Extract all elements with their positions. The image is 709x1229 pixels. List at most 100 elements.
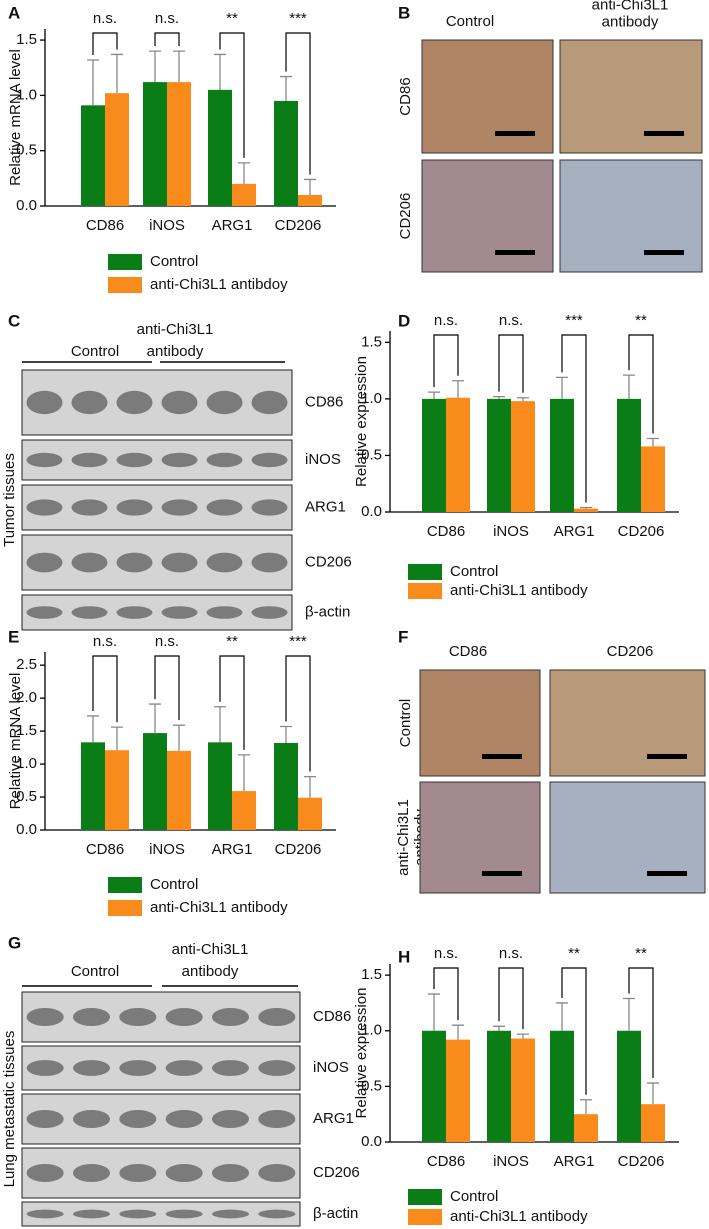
x-tick-label: CD86 (427, 523, 465, 540)
bar (641, 446, 665, 512)
significance-label: ** (226, 10, 238, 27)
legend-label: anti-Chi3L1 antibody (450, 582, 588, 599)
bar (208, 742, 232, 830)
blot-band (119, 1060, 157, 1076)
error-bar (556, 1002, 568, 1031)
y-axis-label: Relative expression (353, 356, 370, 487)
significance-bracket (154, 32, 180, 47)
legend-label: Control (150, 876, 198, 893)
blot-band (26, 552, 63, 573)
blot-band (72, 1008, 111, 1026)
y-tick-label: 0.5 (16, 142, 37, 159)
error-bar (623, 374, 635, 399)
blot-band (26, 499, 63, 516)
column-label: CD206 (607, 643, 654, 660)
x-tick-label: CD86 (427, 1153, 465, 1170)
error-bar (304, 178, 316, 195)
row-label: CD206 (313, 1164, 360, 1181)
legend-label: Control (150, 253, 198, 270)
significance-bracket (92, 655, 118, 723)
significance-label: n.s. (499, 945, 523, 962)
bar (446, 397, 470, 512)
blot-band (26, 1110, 64, 1128)
bar (487, 1030, 511, 1142)
blot-band (116, 390, 153, 415)
y-tick-label: 1.0 (16, 755, 37, 772)
blot-band (26, 452, 63, 468)
blot-band (116, 499, 153, 516)
error-bar (623, 997, 635, 1031)
significance-bracket (154, 655, 180, 721)
error-bar (238, 754, 250, 792)
legend-swatch (408, 1189, 442, 1205)
blot-band (71, 390, 108, 415)
bar (298, 194, 322, 206)
y-tick-label: 0.0 (16, 197, 37, 214)
blot-band (161, 606, 198, 619)
significance-label: n.s. (93, 633, 117, 650)
blot-band (72, 1209, 111, 1219)
significance-bracket (498, 334, 524, 393)
blot-band (71, 499, 108, 516)
blot-band (165, 1110, 203, 1128)
micrograph (419, 669, 541, 777)
micrograph (559, 159, 703, 273)
blot-strip (21, 1093, 301, 1145)
column-label: Control (446, 13, 494, 30)
x-tick-label: ARG1 (212, 217, 253, 234)
column-label: CD86 (449, 643, 487, 660)
column-label: antibody (602, 13, 659, 30)
side-label: Tumor tissues (1, 453, 18, 547)
x-tick-label: ARG1 (554, 1153, 595, 1170)
legend-label: Control (450, 563, 498, 580)
significance-label: ** (568, 945, 580, 962)
blot-band (161, 499, 198, 516)
significance-label: *** (289, 10, 307, 27)
bar (232, 791, 256, 830)
error-bar (428, 391, 440, 399)
blot-band (165, 1060, 203, 1076)
blot-band (211, 1209, 250, 1219)
error-bar (493, 395, 505, 399)
scale-bar (495, 250, 535, 255)
bar (511, 401, 535, 512)
blot-band (165, 1209, 203, 1219)
significance-bracket (92, 32, 118, 55)
bar (511, 1038, 535, 1142)
significance-bracket (219, 655, 245, 750)
micrograph (421, 159, 554, 273)
bar (105, 750, 129, 830)
error-bar (280, 75, 292, 101)
x-tick-label: CD206 (275, 217, 322, 234)
scale-bar (644, 131, 684, 136)
bar (298, 797, 322, 830)
x-tick-label: CD86 (86, 217, 124, 234)
legend-label: Control (450, 1188, 498, 1205)
row-label: CD86 (397, 77, 414, 115)
error-bar (452, 380, 464, 398)
scale-bar (495, 131, 535, 136)
panel-letter: D (398, 311, 410, 330)
micrograph (549, 669, 706, 777)
significance-label: n.s. (434, 945, 458, 962)
group-label: antibody (147, 343, 204, 360)
legend-swatch (108, 254, 142, 270)
significance-label: ** (635, 312, 647, 329)
group-label: anti-Chi3L1 (172, 941, 249, 958)
blot-strip (21, 1147, 301, 1199)
blot-band (26, 1060, 64, 1076)
blot-band (251, 606, 288, 619)
blot-band (26, 606, 63, 619)
error-bar (214, 53, 226, 90)
error-bar (87, 715, 99, 743)
bar (81, 105, 105, 206)
blot-strip (21, 484, 293, 531)
error-bar (517, 397, 529, 402)
blot-band (206, 606, 243, 619)
error-bar (452, 1024, 464, 1040)
blot-band (258, 1110, 296, 1128)
error-bar (493, 1025, 505, 1031)
panel-letter: B (398, 3, 410, 22)
error-bar (173, 724, 185, 751)
legend-swatch (408, 564, 442, 580)
